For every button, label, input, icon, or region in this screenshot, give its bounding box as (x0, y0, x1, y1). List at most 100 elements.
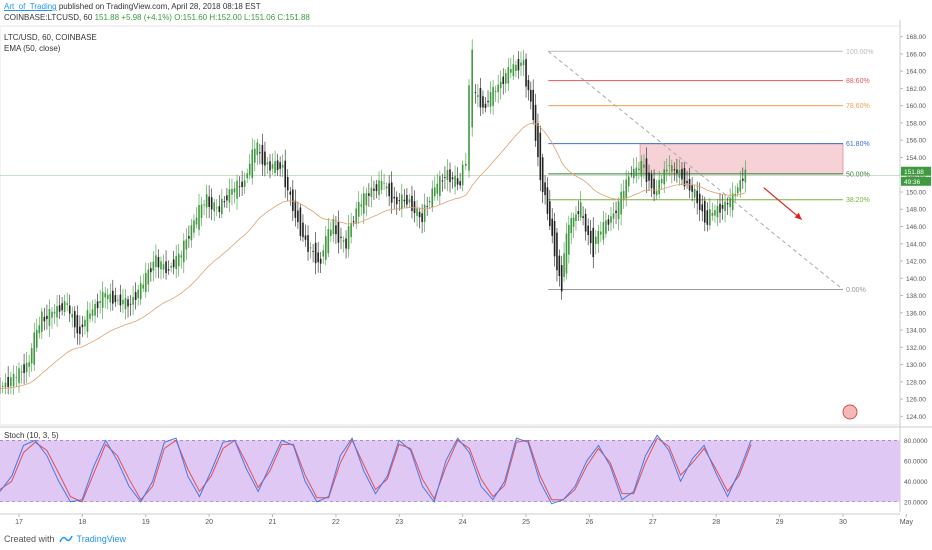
candle-body (167, 269, 170, 271)
candle-body (147, 269, 150, 285)
candle-body (332, 219, 335, 235)
candle-body (653, 178, 655, 195)
candle-body (575, 214, 577, 222)
candle-body (223, 201, 226, 203)
candle-body (709, 209, 711, 226)
candle-body (162, 264, 165, 270)
candle-body (208, 196, 210, 207)
candle-body (517, 59, 520, 71)
candle-body (56, 306, 58, 318)
candle-body (439, 176, 441, 197)
candle-body (510, 69, 512, 73)
candle-body (15, 376, 18, 378)
candle-body (193, 220, 195, 233)
candle-body (625, 179, 627, 199)
candle-body (607, 219, 610, 225)
candle-body (292, 189, 294, 211)
candle-body (122, 299, 124, 305)
candle-body (319, 258, 322, 264)
candle-body (701, 204, 704, 212)
candle-body (643, 164, 645, 168)
author-link[interactable]: Art_of_Trading (4, 2, 57, 11)
stoch-legend[interactable]: Stoch (10, 3, 5) (4, 431, 59, 440)
candle-body (416, 208, 418, 216)
time-tick-label: 19 (142, 519, 150, 526)
candle-body (261, 144, 264, 165)
candle-body (155, 255, 157, 268)
candle-body (279, 162, 281, 169)
candle-body (630, 173, 633, 175)
candle-body (507, 67, 510, 84)
price-tag-value: 151.88 (904, 169, 924, 176)
candle-body (76, 315, 79, 334)
symbol-legend[interactable]: LTC/USD, 60, COINBASE (4, 33, 97, 42)
candle-body (355, 208, 357, 224)
price-tick-label: 160.00 (906, 103, 926, 110)
candle-body (373, 188, 375, 191)
candle-body (428, 200, 431, 203)
candle-body (465, 163, 467, 166)
candle-body (504, 73, 507, 84)
candle-body (579, 202, 582, 218)
projection-arrow-head (794, 212, 802, 220)
candle-body (577, 211, 580, 215)
time-tick-label: 23 (395, 519, 403, 526)
candle-body (117, 299, 119, 301)
candle-body (671, 165, 673, 173)
candle-body (729, 198, 731, 208)
candle-body (368, 193, 370, 196)
candle-body (253, 148, 256, 163)
tradingview-brand[interactable]: TradingView (76, 534, 127, 544)
candle-body (286, 177, 289, 191)
price-tag-bg (901, 166, 931, 176)
candle-body (25, 362, 28, 373)
candle-body (668, 165, 671, 166)
candle-body (610, 216, 612, 223)
candle-body (446, 169, 449, 180)
candle-body (101, 291, 104, 308)
candle-body (38, 325, 41, 334)
candle-body (494, 91, 497, 92)
candle-body (572, 217, 575, 227)
candle-body (645, 158, 648, 182)
candle-body (423, 204, 426, 222)
ema-legend[interactable]: EMA (50, close) (4, 44, 61, 53)
created-with-label: Created with (4, 534, 55, 544)
candle-body (137, 289, 139, 299)
candle-body (385, 186, 388, 189)
candle-body (622, 190, 625, 200)
candle-body (365, 193, 368, 206)
candle-body (597, 230, 600, 244)
candle-body (600, 231, 602, 235)
candle-body (144, 272, 147, 292)
candle-body (640, 161, 643, 177)
candle-body (248, 163, 251, 175)
candle-body (468, 85, 470, 171)
candle-body (363, 193, 365, 214)
candle-body (683, 168, 686, 187)
price-tick-label: 168.00 (906, 34, 926, 41)
time-tick-label: 24 (459, 519, 467, 526)
candle-body (314, 242, 317, 264)
candle-body (175, 256, 177, 270)
candle-body (681, 168, 683, 180)
candle-body (132, 296, 134, 305)
candle-body (512, 64, 515, 77)
candle-body (736, 187, 739, 194)
candle-body (711, 212, 714, 216)
candle-body (398, 200, 401, 201)
fib-level-label: 100.00% (846, 49, 874, 56)
candle-body (724, 201, 726, 212)
candle-body (696, 190, 698, 204)
time-tick-label: 28 (712, 519, 720, 526)
price-tick-label: 128.00 (906, 379, 926, 386)
candle-body (393, 196, 396, 199)
candle-body (693, 189, 696, 198)
candle-body (183, 240, 185, 263)
candle-body (461, 164, 464, 186)
chart-header: Art_of_Trading published on TradingView.… (4, 1, 310, 23)
fib-level-label: 78.60% (846, 103, 870, 110)
candle-body (739, 180, 742, 192)
stoch-tick-label: 80.0000 (904, 438, 928, 445)
